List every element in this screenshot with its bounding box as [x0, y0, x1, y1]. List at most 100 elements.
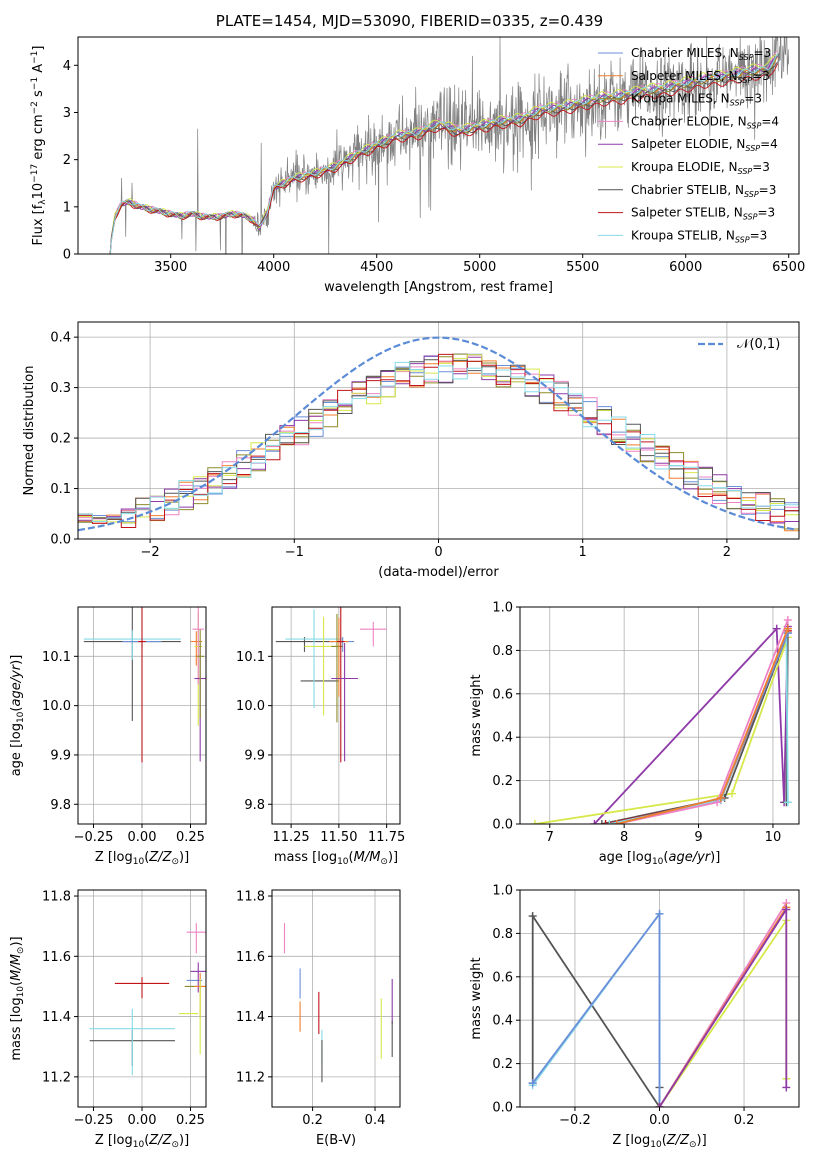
y-axis-label: Normed distribution — [22, 366, 37, 496]
x-tick-label: 9 — [694, 830, 702, 845]
y-tick-label: 0.2 — [50, 432, 71, 447]
x-tick-label: 11.50 — [320, 830, 357, 845]
x-axis-label: Z [log10(Z/Z⊙)] — [95, 850, 189, 867]
panel-age-vs-mass: 11.25 11.50 11.75 9.8 9.9 10.0 10.1 mass [log10… — [236, 606, 405, 867]
y-tick-label: 3 — [63, 106, 71, 121]
legend-entry: Salpeter STELIB, NSSP=3 — [631, 206, 775, 222]
legend-entry: Salpeter ELODIE, NSSP=4 — [631, 137, 778, 153]
x-axis-label: Z [log10(Z/Z⊙)] — [612, 1133, 706, 1150]
model-spectrum-4 — [108, 56, 778, 254]
y-tick-label: 11.8 — [42, 890, 71, 905]
y-tick-label: 0.6 — [492, 970, 513, 985]
y-tick-label: 0.2 — [492, 1057, 513, 1072]
y-tick-label: 0.0 — [492, 1101, 513, 1116]
y-tick-label: 9.8 — [50, 798, 71, 813]
plot-area — [108, 37, 790, 254]
weight-line-7 — [616, 628, 789, 824]
model-spectrum-1 — [108, 55, 779, 254]
x-tick-label: 0 — [434, 545, 442, 560]
plot-area — [83, 607, 206, 763]
y-tick-label: 11.2 — [42, 1070, 71, 1085]
histogram-6 — [78, 359, 799, 521]
legend-entry: Chabrier STELIB, NSSP=3 — [631, 183, 776, 199]
y-tick-label: 0.8 — [492, 927, 513, 942]
y-tick-label: 0.8 — [492, 644, 513, 659]
x-tick-label: 0.00 — [128, 830, 157, 845]
y-tick-label: 9.9 — [244, 748, 265, 763]
y-tick-label: 0.3 — [50, 381, 71, 396]
x-axis-label: mass [log10(M/M⊙)] — [274, 850, 398, 867]
y-tick-label: 11.6 — [236, 950, 265, 965]
x-tick-label: −0.25 — [74, 1113, 114, 1128]
y-tick-label: 0 — [63, 248, 71, 263]
y-tick-label: 11.6 — [42, 950, 71, 965]
x-tick-label: 4000 — [257, 260, 290, 275]
y-tick-label: 10.1 — [42, 650, 71, 665]
y-tick-label: 0.4 — [492, 731, 513, 746]
weight-line-6 — [658, 906, 788, 1107]
x-tick-label: 5000 — [463, 260, 496, 275]
y-tick-label: 0.6 — [492, 687, 513, 702]
y-tick-label: 0.1 — [50, 482, 71, 497]
x-axis-label: age [log10(age/yr)] — [599, 850, 721, 867]
x-axis-label: E(B-V) — [316, 1133, 356, 1148]
legend-entry: Kroupa MILES, NSSP=3 — [631, 92, 762, 108]
y-tick-label: 2 — [63, 153, 71, 168]
x-tick-label: 6500 — [772, 260, 805, 275]
model-spectrum-7 — [108, 63, 779, 254]
x-tick-label: 8 — [620, 830, 628, 845]
y-tick-label: 10.0 — [236, 699, 265, 714]
y-axis-label: mass [log10(M/M⊙)] — [9, 936, 26, 1060]
weight-line-0 — [531, 913, 661, 1107]
plot-area — [528, 899, 791, 1107]
axes-frame — [519, 606, 800, 825]
x-axis-label: (data-model)/error — [378, 565, 499, 580]
y-tick-label: 0.0 — [492, 818, 513, 833]
x-tick-label: 0.0 — [649, 1113, 670, 1128]
histogram-7 — [78, 353, 799, 528]
x-tick-label: 6000 — [669, 260, 702, 275]
model-spectrum-8 — [108, 52, 778, 254]
x-tick-label: 0.2 — [734, 1113, 755, 1128]
weight-line-2 — [601, 632, 789, 824]
x-tick-label: 0.2 — [302, 1113, 323, 1128]
y-axis-label: Flux [fλ10−17 erg cm−2 s−1 A−1] — [30, 46, 48, 246]
x-tick-label: −0.25 — [74, 830, 114, 845]
x-tick-label: 1 — [579, 545, 587, 560]
y-tick-label: 11.8 — [236, 890, 265, 905]
x-axis-label: Z [log10(Z/Z⊙)] — [95, 1133, 189, 1150]
model-spectrum-2 — [108, 55, 778, 254]
x-tick-label: 0.25 — [176, 830, 205, 845]
weight-line-5 — [616, 632, 789, 824]
x-tick-label: 11.25 — [272, 830, 309, 845]
panel-residuals: −2 −1 0 1 2 0.0 0.1 0.2 0.3 0.4 (data-model)/error… — [22, 321, 800, 580]
model-spectrum-6 — [108, 61, 778, 254]
y-tick-label: 1.0 — [492, 884, 513, 899]
y-tick-label: 11.4 — [236, 1010, 265, 1025]
y-tick-label: 0.0 — [50, 533, 71, 548]
plot-area — [530, 616, 792, 824]
y-axis-label: mass weight — [469, 957, 484, 1039]
x-tick-label: −0.2 — [559, 1113, 591, 1128]
histogram-8 — [78, 361, 799, 522]
x-tick-label: 0.4 — [365, 1113, 386, 1128]
panel-mass-vs-Z: −0.25 0.00 0.25 11.2 11.4 11.6 11.8 Z [log10(Z/… — [9, 889, 207, 1150]
x-tick-label: −2 — [141, 545, 160, 560]
legend-entry: Kroupa STELIB, NSSP=3 — [631, 228, 767, 244]
panel-mass-vs-ebv: 0.2 0.4 11.2 11.4 11.6 11.8 E(B-V) — [236, 889, 401, 1148]
weight-line-3 — [605, 630, 789, 824]
y-tick-label: 1.0 — [492, 601, 513, 616]
y-axis-label: mass weight — [469, 674, 484, 756]
plot-area — [275, 607, 387, 763]
panel-massweight-vs-Z: −0.2 0.0 0.2 0.0 0.2 0.4 0.6 0.8 1.0 Z [log10(Z/Z… — [469, 884, 800, 1150]
legend-entry: Chabrier ELODIE, NSSP=4 — [631, 114, 779, 130]
x-axis-label: wavelength [Angstrom, rest frame] — [324, 280, 553, 295]
normal-curve — [78, 336, 797, 532]
x-tick-label: 3500 — [154, 260, 187, 275]
y-tick-label: 9.8 — [244, 798, 265, 813]
y-tick-label: 10.1 — [236, 650, 265, 665]
legend: Chabrier MILES, NSSP=3 Salpeter MILES, NS… — [598, 46, 779, 244]
y-axis-label: age [log10(age/yr)] — [9, 655, 26, 777]
x-tick-label: −1 — [285, 545, 304, 560]
figure-title: PLATE=1454, MJD=53090, FIBERID=0335, z=0… — [215, 12, 604, 30]
